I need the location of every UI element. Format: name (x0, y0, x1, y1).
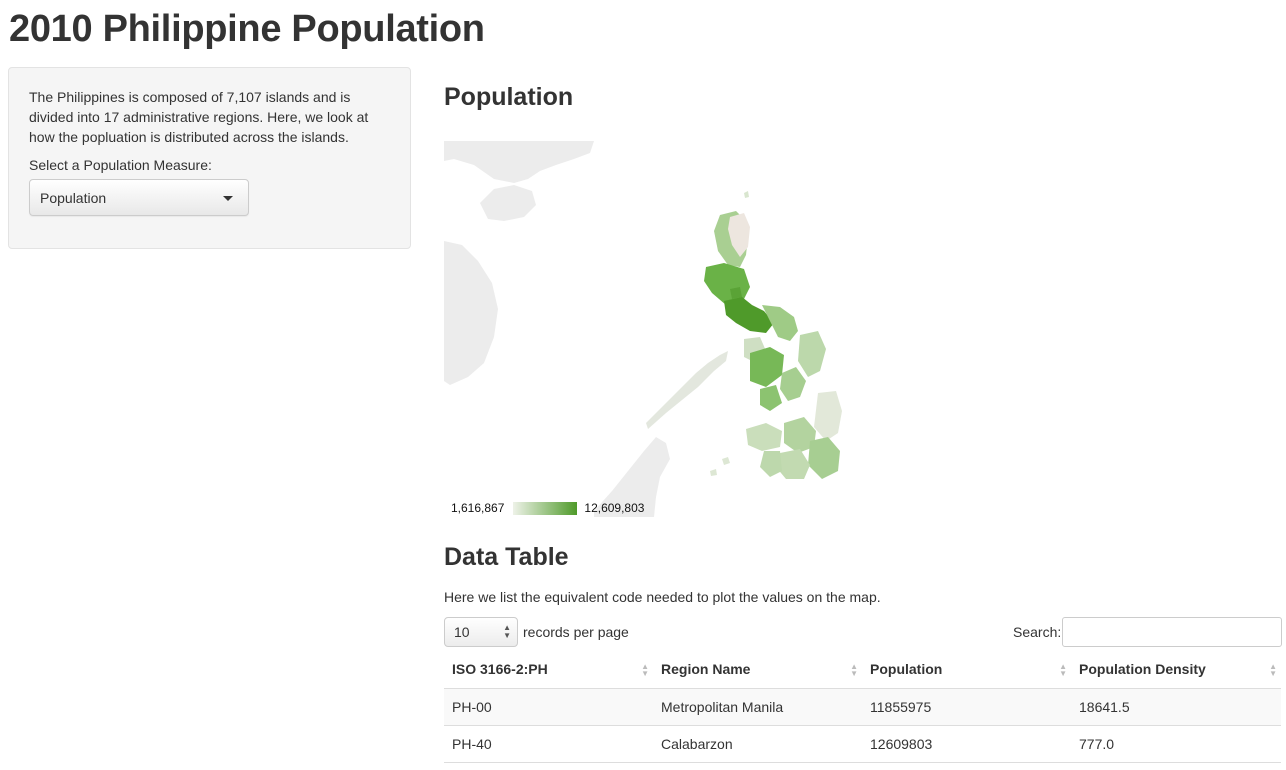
region-eastern-visayas (798, 331, 826, 377)
column-header-region-name[interactable]: Region Name ▲ ▼ (653, 651, 862, 689)
region-cordillera (728, 213, 750, 257)
cell-region-name: Calabarzon (653, 725, 862, 763)
population-map[interactable] (444, 141, 1004, 517)
region-metro-manila (730, 287, 742, 299)
cell-iso: PH-00 (444, 688, 653, 726)
column-header-population-density[interactable]: Population Density ▲ ▼ (1071, 651, 1281, 689)
records-per-page-label: records per page (523, 624, 629, 640)
table-row: PH-00 Metropolitan Manila 11855975 18641… (444, 688, 1281, 726)
borneo-landmass (594, 437, 670, 517)
region-soccsksargen (776, 449, 810, 479)
region-zamboanga (746, 423, 782, 451)
sidebar-panel: The Philippines is composed of 7,107 isl… (8, 67, 411, 249)
search-label: Search: (1013, 624, 1062, 640)
vietnam-landmass (444, 241, 498, 385)
china-coast-landmass (444, 141, 594, 183)
batanes-islet (744, 191, 749, 198)
legend-gradient-bar (513, 501, 578, 515)
region-armm (760, 451, 782, 477)
caret-down-icon (223, 196, 233, 201)
data-table: ISO 3166-2:PH ▲ ▼ Region Name ▲ ▼ Population… (444, 651, 1281, 763)
measure-select[interactable]: Population (29, 179, 249, 216)
region-negros (760, 385, 782, 411)
map-legend: 1,616,867 12,609,803 (451, 501, 644, 515)
sort-icon: ▲ ▼ (1059, 662, 1067, 678)
cell-population-density: 18641.5 (1071, 688, 1281, 726)
cell-region-name: Metropolitan Manila (653, 688, 862, 726)
palawan-island (646, 351, 728, 429)
page-length-value: 10 (454, 624, 470, 640)
intro-text: The Philippines is composed of 7,107 isl… (29, 89, 369, 145)
region-bicol (762, 305, 798, 341)
legend-min-label: 1,616,867 (451, 501, 505, 515)
search-control: Search: (1013, 617, 1283, 647)
column-header-iso[interactable]: ISO 3166-2:PH ▲ ▼ (444, 651, 653, 689)
sort-icon: ▲ ▼ (1269, 662, 1277, 678)
cell-population-density: 777.0 (1071, 725, 1281, 763)
measure-label: Select a Population Measure: (29, 157, 212, 173)
updown-arrows-icon: ▲ ▼ (503, 623, 511, 640)
region-calabarzon (724, 297, 774, 333)
cell-iso: PH-40 (444, 725, 653, 763)
legend-max-label: 12,609,803 (584, 501, 645, 515)
map-section-title: Population (444, 83, 574, 111)
page-length-select[interactable]: 10 ▲ ▼ (444, 617, 518, 647)
column-header-population[interactable]: Population ▲ ▼ (862, 651, 1071, 689)
region-central-visayas (780, 367, 806, 401)
region-davao (808, 437, 840, 479)
sort-icon: ▲ ▼ (641, 662, 649, 678)
region-northern-mindanao (784, 417, 816, 453)
map-svg (444, 141, 842, 517)
table-row: PH-40 Calabarzon 12609803 777.0 (444, 725, 1281, 763)
hainan-landmass (480, 185, 536, 221)
table-description: Here we list the equivalent code needed … (444, 589, 881, 605)
region-caraga (814, 391, 842, 441)
region-western-visayas (750, 347, 784, 387)
page-title: 2010 Philippine Population (9, 8, 485, 50)
cell-population: 12609803 (862, 725, 1071, 763)
sort-icon: ▲ ▼ (850, 662, 858, 678)
sulu-islet (722, 457, 730, 465)
tawi-islet (710, 469, 717, 476)
search-input[interactable] (1062, 617, 1283, 647)
cell-population: 11855975 (862, 688, 1071, 726)
page-length-control: 10 ▲ ▼ records per page (444, 617, 629, 647)
table-header-row: ISO 3166-2:PH ▲ ▼ Region Name ▲ ▼ Population… (444, 651, 1281, 689)
table-section-title: Data Table (444, 543, 569, 571)
measure-select-value: Population (40, 189, 107, 206)
